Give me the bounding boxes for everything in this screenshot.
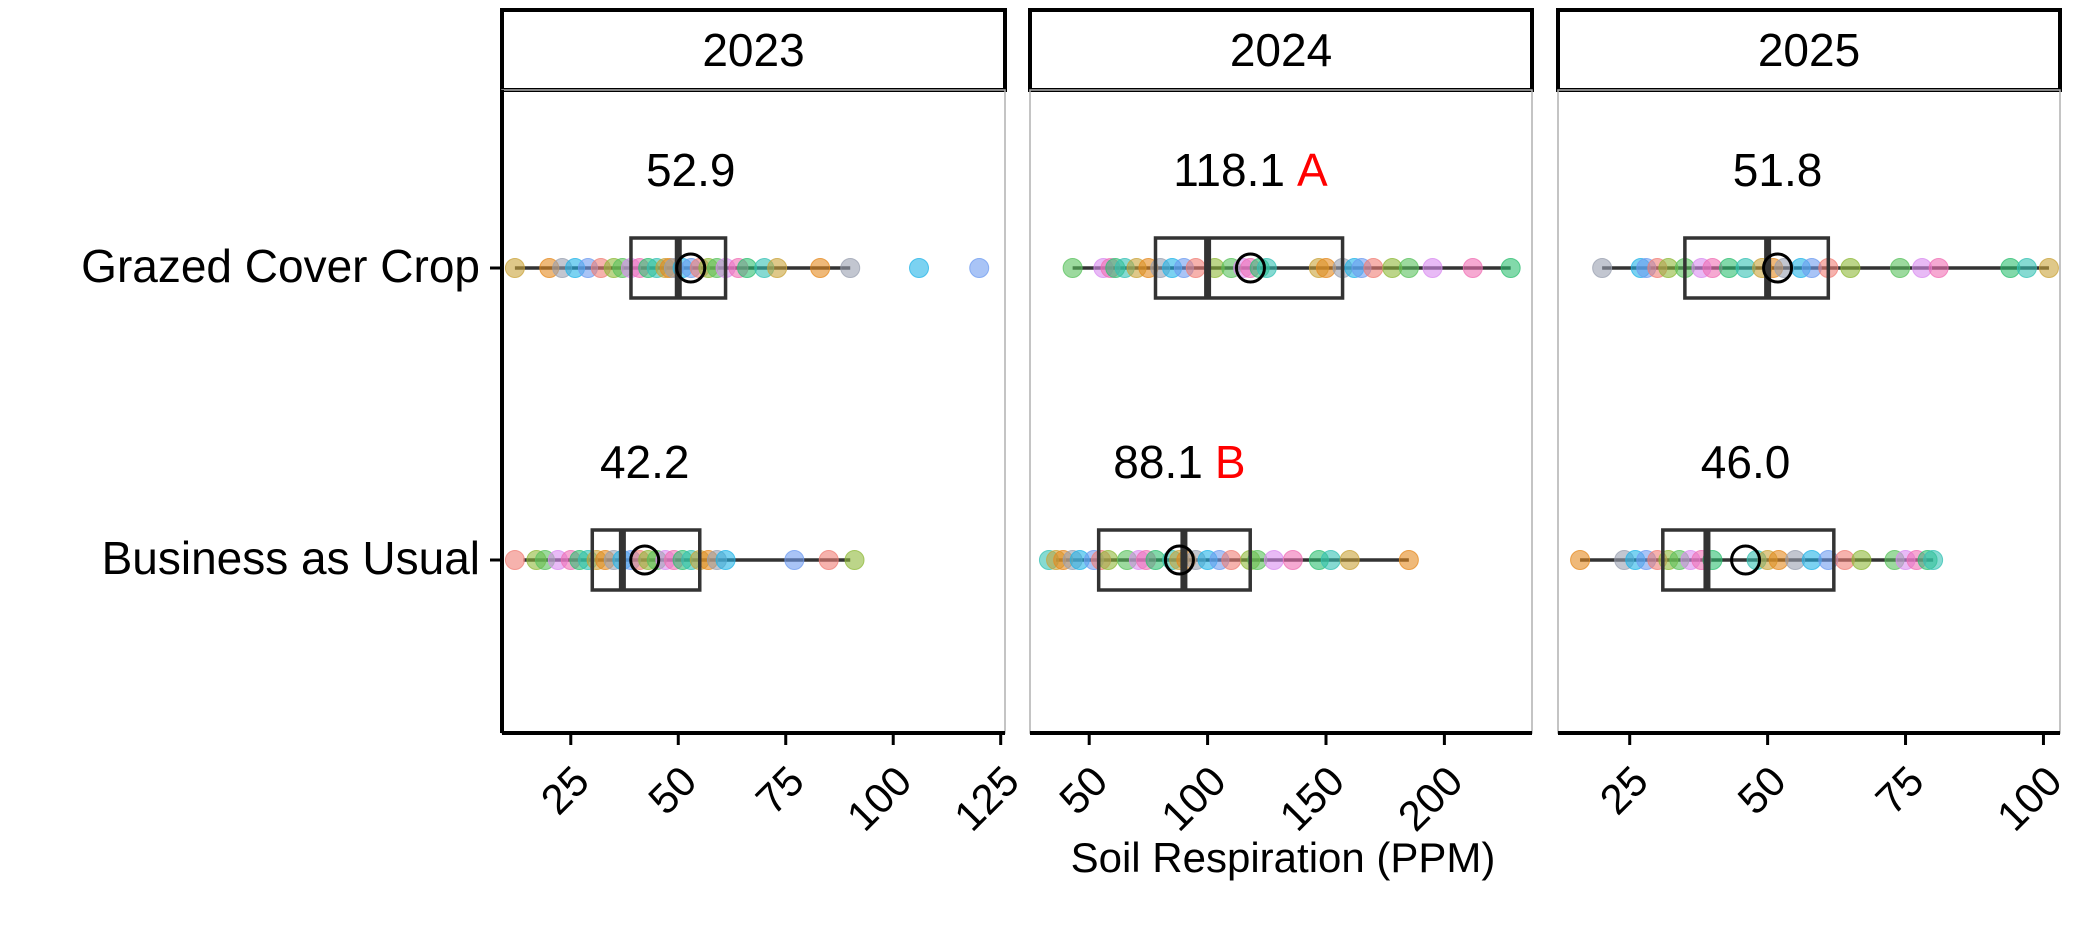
data-point — [1570, 550, 1591, 570]
data-point — [504, 258, 525, 278]
data-point — [1422, 258, 1443, 278]
data-point — [1500, 258, 1521, 278]
boxplot-business-as-usual: 42.2 — [504, 436, 865, 592]
x-tick-label: 75 — [747, 757, 813, 823]
mean-label: 46.0 — [1701, 436, 1791, 488]
box — [1683, 236, 1831, 300]
data-point — [2016, 258, 2037, 278]
data-point — [1363, 258, 1384, 278]
x-tick-label: 100 — [1152, 757, 1235, 840]
panel-2023: 2023 25 50 75 100 125 52.9 42.2 — [490, 8, 1028, 840]
data-point — [818, 550, 839, 570]
mean-value: 88.1 — [1113, 436, 1203, 488]
mean-value: 46.0 — [1701, 436, 1791, 488]
x-tick-label: 50 — [639, 757, 705, 823]
facet-strip-label: 2023 — [702, 24, 804, 76]
data-point — [1928, 258, 1949, 278]
mean-marker — [1762, 252, 1794, 284]
mean-marker — [629, 544, 661, 576]
x-tick-label: 25 — [532, 757, 598, 823]
data-point — [784, 550, 805, 570]
box — [1153, 236, 1345, 300]
boxplot-grazed-cover-crop: 51.8 — [1592, 144, 2059, 300]
y-axis-label: Grazed Cover Crop — [81, 240, 480, 292]
facet-panels: 2023 25 50 75 100 125 52.9 42.2 2024 50 100 150 200 1… — [490, 8, 2071, 840]
box — [1661, 528, 1836, 592]
data-point — [1462, 258, 1483, 278]
x-tick-label: 100 — [838, 757, 921, 840]
x-tick-label: 25 — [1591, 757, 1657, 823]
x-tick-label: 125 — [945, 757, 1028, 840]
data-point — [715, 550, 736, 570]
mean-marker — [1163, 544, 1195, 576]
data-point — [1098, 550, 1119, 570]
data-point — [1256, 258, 1277, 278]
x-tick-label: 100 — [1988, 757, 2071, 840]
data-point — [844, 550, 865, 570]
x-axis-title: Soil Respiration (PPM) — [1071, 834, 1496, 881]
box — [590, 528, 702, 592]
data-point — [1339, 550, 1360, 570]
panel-2024: 2024 50 100 150 200 118.1 A 88.1 B — [1028, 8, 1534, 840]
mean-value: 52.9 — [646, 144, 736, 196]
x-tick-label: 50 — [1729, 757, 1795, 823]
panel-2025: 2025 25 50 75 100 51.8 46.0 — [1556, 8, 2071, 840]
data-point — [1923, 550, 1944, 570]
data-point — [504, 550, 525, 570]
data-point — [1840, 258, 1861, 278]
mean-label: 51.8 — [1733, 144, 1823, 196]
data-point — [2038, 258, 2059, 278]
facet-strip — [1556, 8, 2062, 92]
significance-letter: A — [1297, 144, 1328, 196]
data-point — [1592, 258, 1613, 278]
mean-label: 52.9 — [646, 144, 736, 196]
x-tick-label: 150 — [1270, 757, 1353, 840]
data-point — [1398, 258, 1419, 278]
data-point — [1851, 550, 1872, 570]
data-point — [969, 258, 990, 278]
significance-letter: B — [1215, 436, 1246, 488]
facet-strip-label: 2025 — [1758, 24, 1860, 76]
boxplot-business-as-usual: 46.0 — [1570, 436, 1944, 592]
data-point — [1263, 550, 1284, 570]
data-point — [1221, 550, 1242, 570]
x-tick-label: 200 — [1389, 757, 1472, 840]
boxplot-grazed-cover-crop: 52.9 — [504, 144, 990, 300]
panel-frame — [501, 89, 1006, 734]
mean-label: 118.1 A — [1173, 144, 1328, 196]
facet-strip — [1028, 8, 1534, 92]
mean-value: 51.8 — [1733, 144, 1823, 196]
box — [1096, 528, 1252, 592]
data-point — [1890, 258, 1911, 278]
data-point — [767, 258, 788, 278]
x-tick-label: 50 — [1050, 757, 1116, 823]
y-axis-label: Business as Usual — [102, 532, 480, 584]
mean-value: 42.2 — [600, 436, 690, 488]
data-point — [1398, 550, 1419, 570]
mean-marker — [1234, 252, 1266, 284]
data-point — [840, 258, 861, 278]
data-point — [737, 258, 758, 278]
data-point — [909, 258, 930, 278]
data-point — [1282, 550, 1303, 570]
y-axis-labels: Grazed Cover Crop Business as Usual — [81, 240, 480, 584]
boxplot-business-as-usual: 88.1 B — [1038, 436, 1419, 592]
mean-label: 42.2 — [600, 436, 690, 488]
data-point — [810, 258, 831, 278]
x-tick-label: 75 — [1866, 757, 1932, 823]
facet-strip-label: 2024 — [1230, 24, 1332, 76]
data-point — [1185, 258, 1206, 278]
facet-strip — [500, 8, 1007, 92]
mean-marker — [1730, 544, 1762, 576]
mean-label: 88.1 B — [1113, 436, 1245, 488]
mean-value: 118.1 — [1173, 144, 1285, 196]
data-point — [1062, 258, 1083, 278]
data-point — [1320, 550, 1341, 570]
mean-marker — [675, 252, 707, 284]
boxplot-grazed-cover-crop: 118.1 A — [1062, 144, 1521, 300]
